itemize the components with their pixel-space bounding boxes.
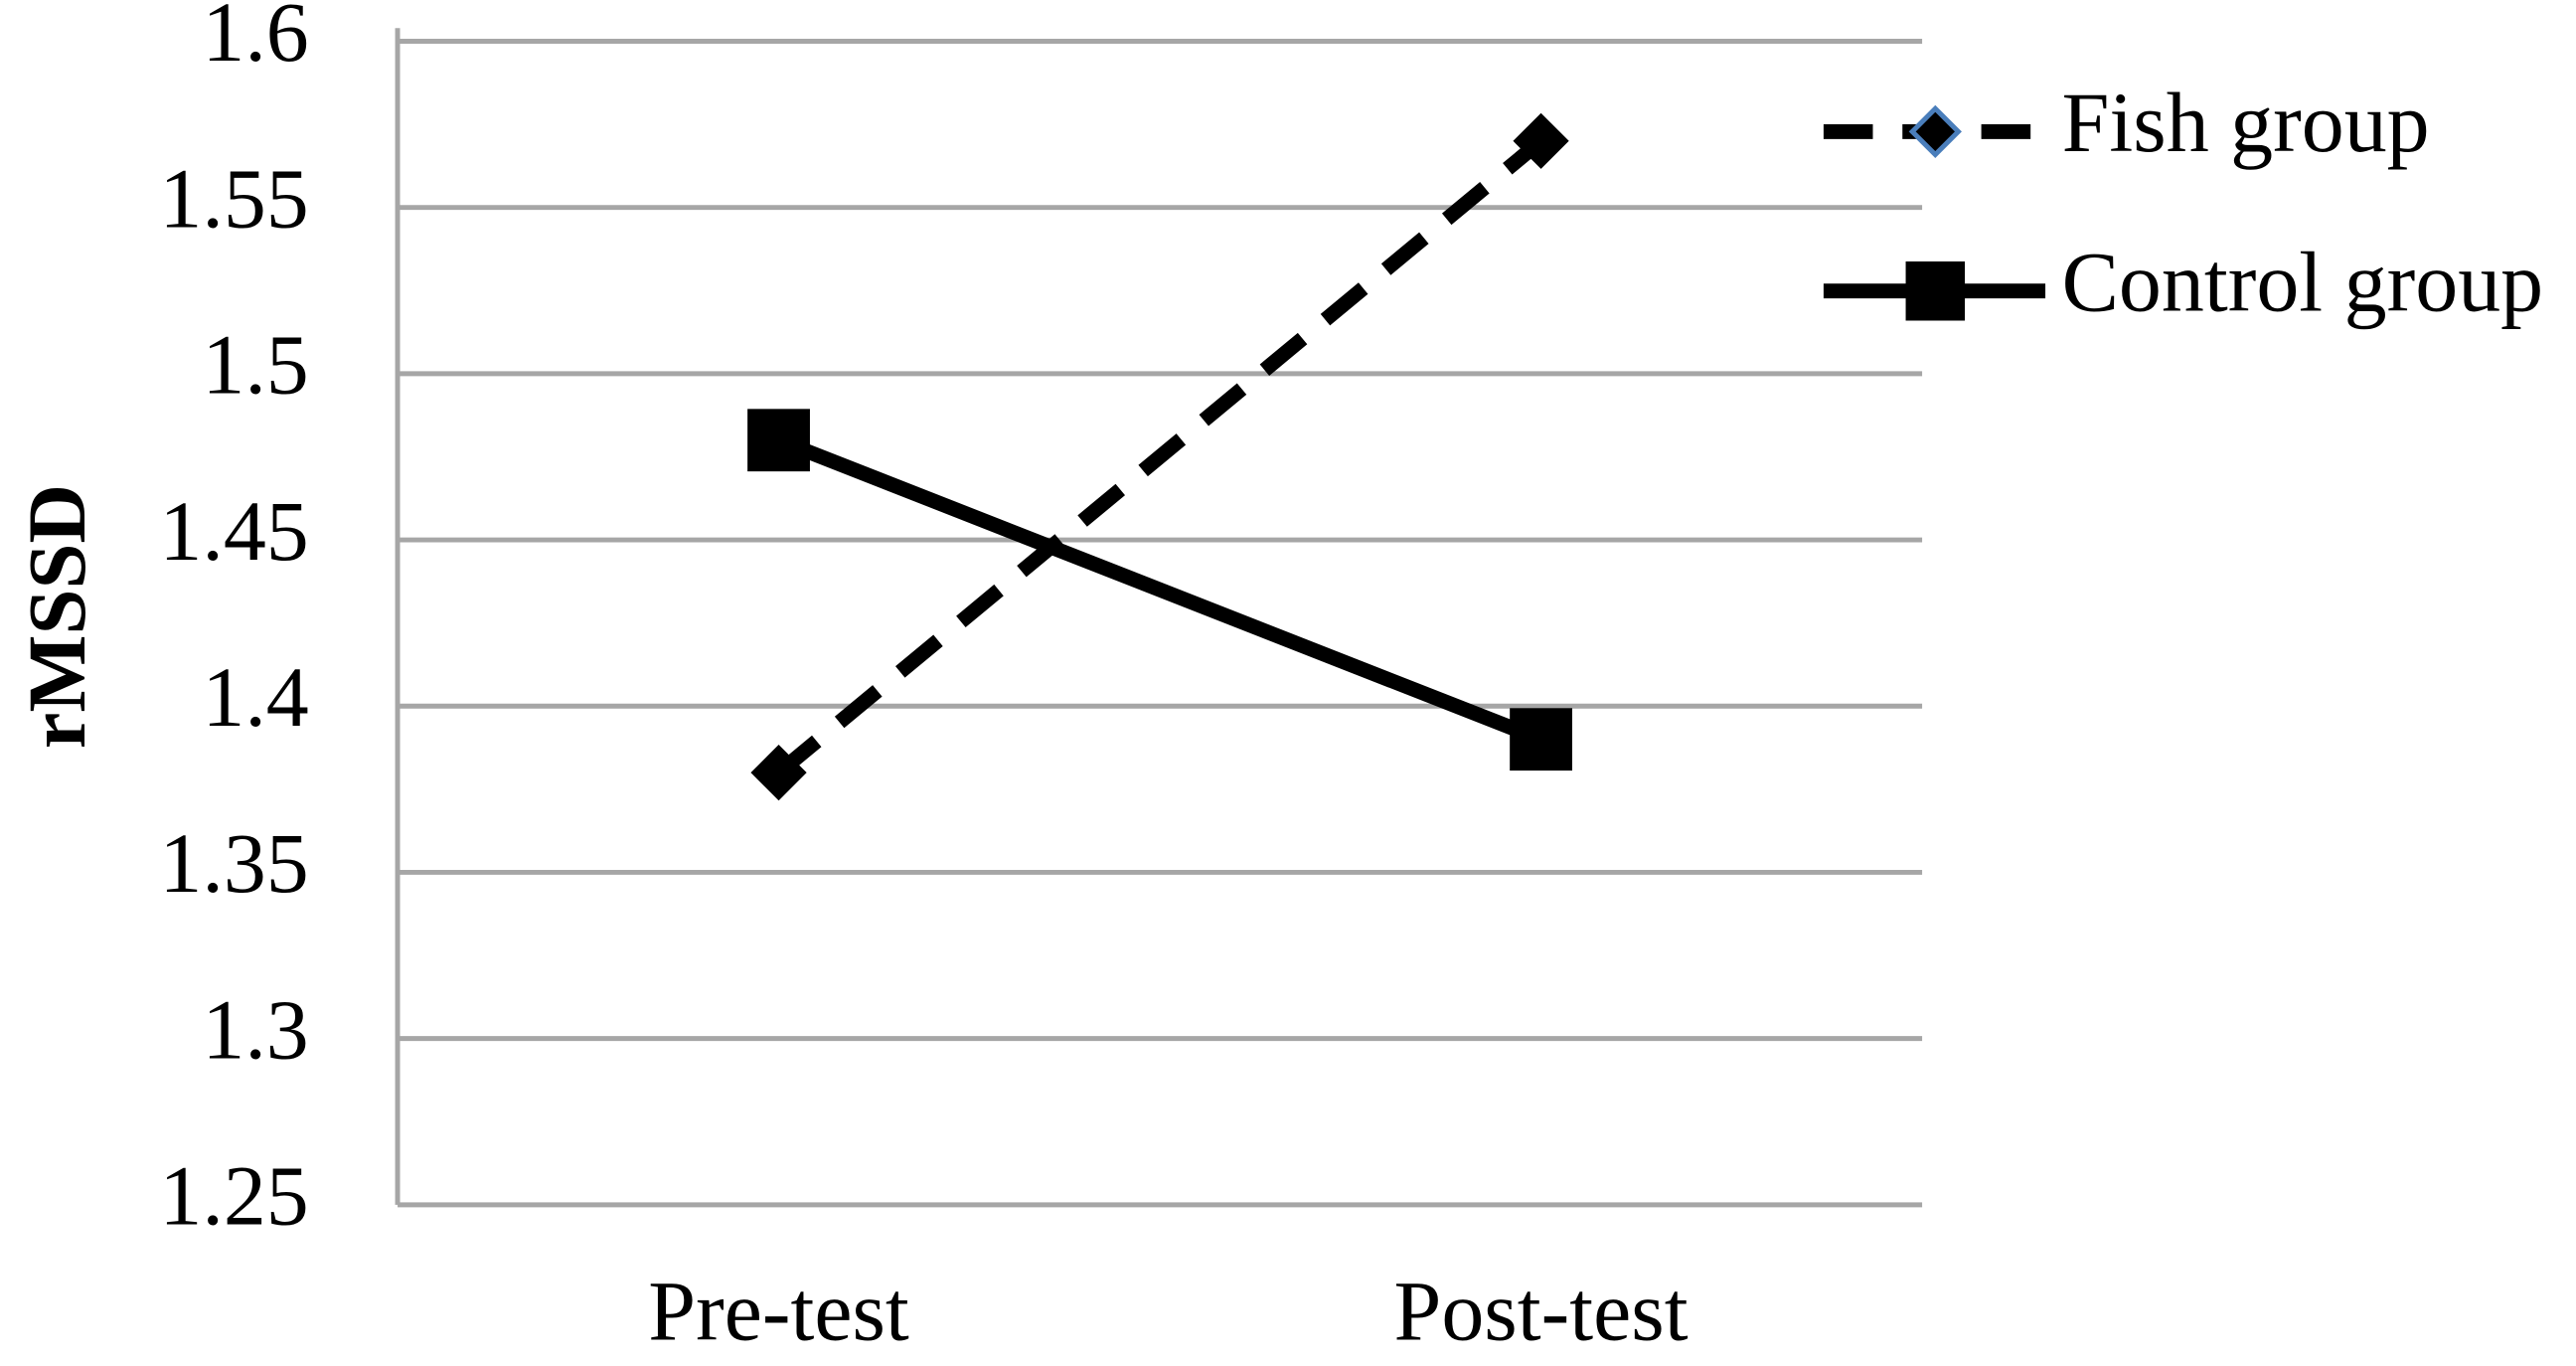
legend-label: Fish group <box>2062 75 2430 170</box>
x-tick-label: Post-test <box>1394 1263 1689 1358</box>
marker <box>1513 112 1569 169</box>
y-tick-label: 1.3 <box>202 981 308 1077</box>
marker <box>750 745 807 801</box>
legend-marker <box>1908 104 1962 159</box>
y-tick-label: 1.45 <box>159 483 308 579</box>
y-tick-label: 1.55 <box>159 150 308 246</box>
series-line <box>773 135 1546 778</box>
y-axis-label: rMSSD <box>11 484 102 749</box>
y-tick-label: 1.6 <box>202 0 308 80</box>
series-line <box>775 432 1544 747</box>
y-tick-label: 1.25 <box>159 1148 308 1244</box>
legend-label: Control group <box>2062 234 2544 329</box>
marker <box>1510 708 1572 771</box>
x-tick-label: Pre-test <box>648 1263 909 1358</box>
y-tick-label: 1.5 <box>202 317 308 413</box>
y-tick-label: 1.4 <box>202 649 308 745</box>
y-tick-label: 1.35 <box>159 815 308 911</box>
legend-marker <box>1905 260 1966 321</box>
marker <box>747 409 810 472</box>
